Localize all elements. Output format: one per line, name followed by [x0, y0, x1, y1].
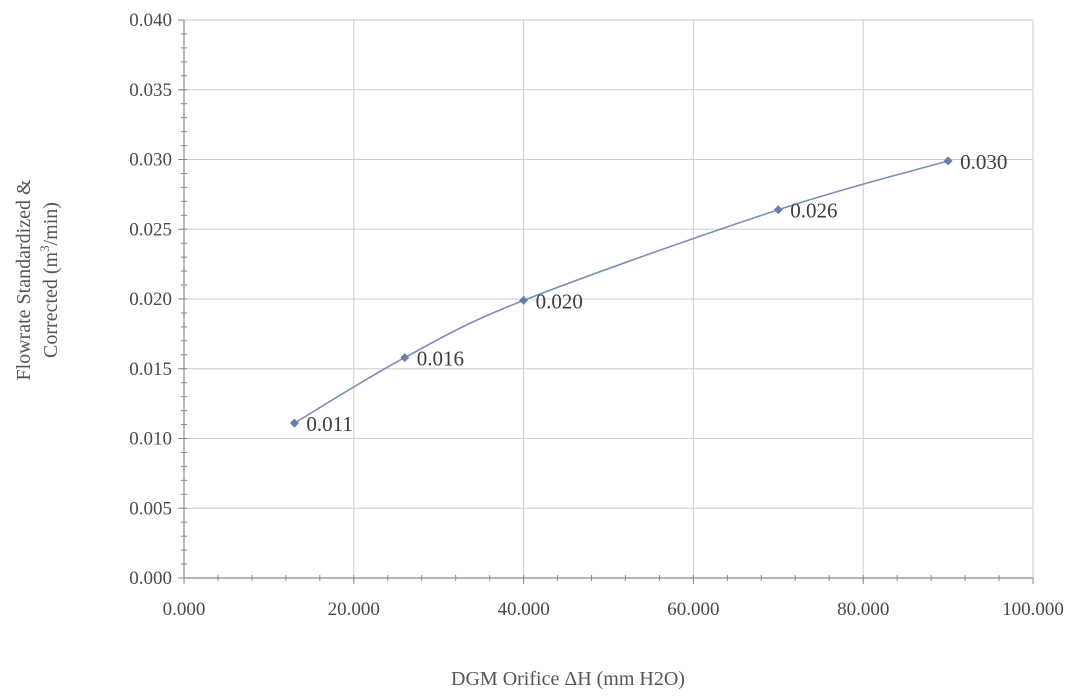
data-labels: 0.011 0.016 0.020 0.026 0.030 — [306, 150, 1007, 436]
y-axis-title: Flowrate Standardized & Corrected (m3/mi… — [13, 179, 62, 380]
y-tick-label: 0.040 — [129, 10, 172, 31]
x-axis-title: DGM Orifice ΔH (mm H2O) — [451, 668, 685, 690]
data-point-label: 0.030 — [960, 150, 1007, 174]
y-tick-label: 0.015 — [129, 359, 172, 380]
series-curve — [293, 160, 949, 424]
data-point-label: 0.020 — [536, 289, 583, 313]
y-tick-label: 0.020 — [129, 289, 172, 310]
y-tick-label: 0.000 — [129, 568, 172, 589]
x-tick-label: 100.000 — [1002, 599, 1064, 620]
y-tick-labels: 0.000 0.005 0.010 0.015 0.020 0.025 0.030 0.035… — [129, 10, 172, 589]
x-tick-label: 40.000 — [497, 599, 549, 620]
data-point-label: 0.016 — [417, 347, 464, 371]
axes — [178, 19, 1034, 584]
y-axis-title-sup: 3 — [37, 245, 52, 252]
data-point-marker — [400, 353, 410, 363]
x-tick-label: 60.000 — [667, 599, 719, 620]
x-tick-label: 0.000 — [163, 599, 206, 620]
data-point-label: 0.026 — [790, 199, 837, 223]
data-point-marker — [943, 156, 953, 166]
x-tick-label: 20.000 — [328, 599, 380, 620]
data-point-label: 0.011 — [306, 412, 352, 436]
data-point-marker — [773, 205, 783, 215]
y-axis-title-prefix: Corrected (m — [40, 251, 62, 358]
y-tick-label: 0.035 — [129, 80, 172, 101]
y-tick-label: 0.005 — [129, 498, 172, 519]
data-point-marker — [289, 418, 299, 428]
y-tick-label: 0.025 — [129, 219, 172, 240]
y-axis-title-suffix: /min) — [40, 202, 62, 245]
y-axis-title-line2: Corrected (m3/min) — [37, 202, 62, 358]
y-axis-title-line1: Flowrate Standardized & — [13, 179, 35, 380]
x-tick-labels: 0.000 20.000 40.000 60.000 80.000 100.000 — [163, 599, 1064, 620]
data-point-marker — [519, 295, 529, 305]
series-line — [289, 156, 953, 428]
x-tick-label: 80.000 — [837, 599, 889, 620]
y-tick-label: 0.030 — [129, 150, 172, 171]
y-tick-label: 0.010 — [129, 429, 172, 450]
